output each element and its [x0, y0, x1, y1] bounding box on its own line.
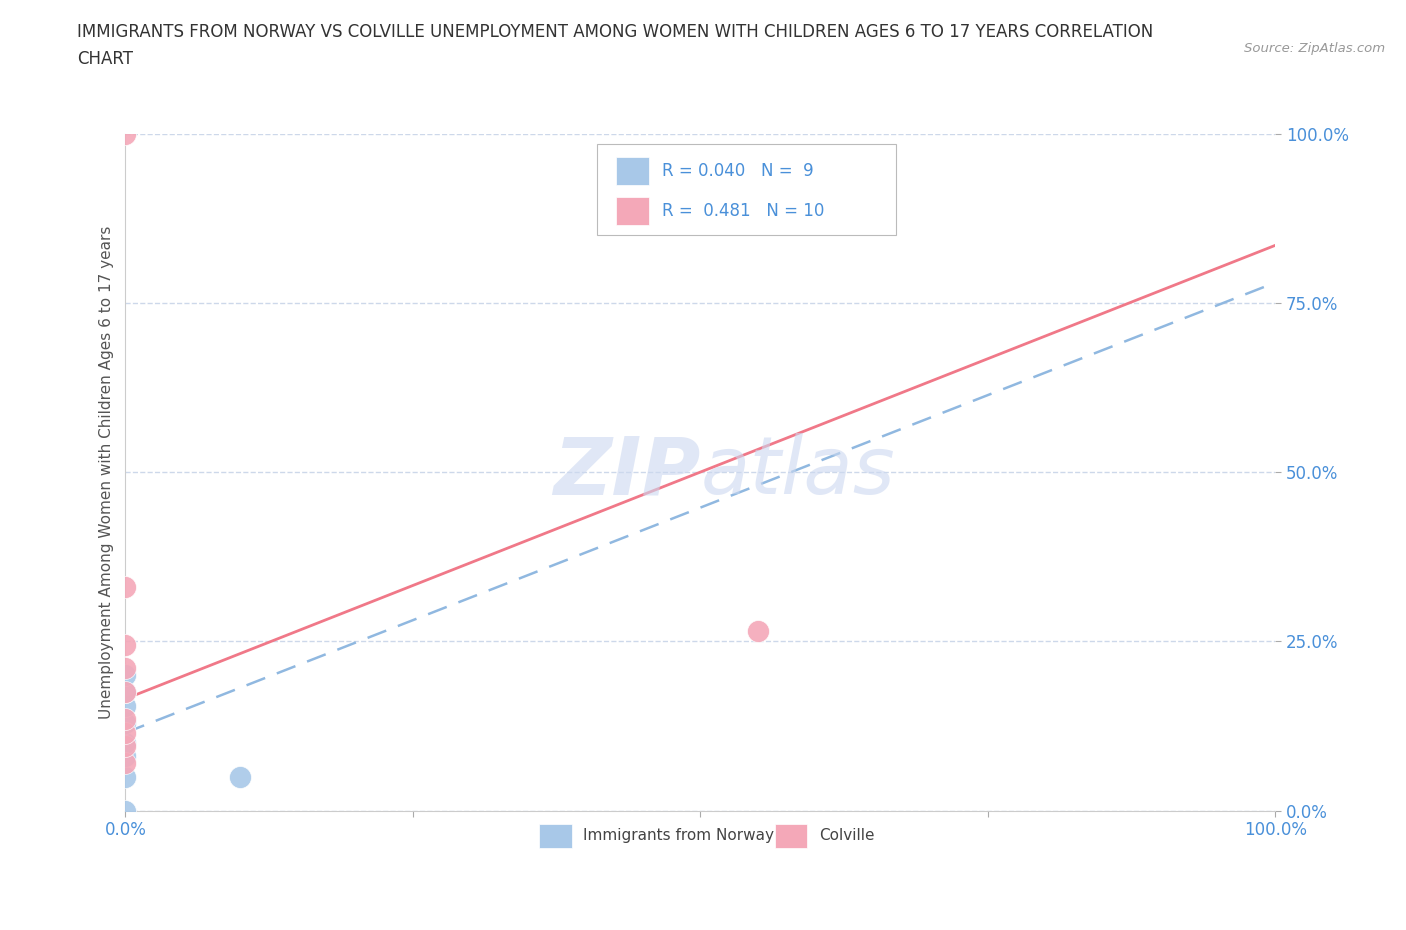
Point: [114, 736, 136, 751]
Point: [114, 711, 136, 726]
Text: IMMIGRANTS FROM NORWAY VS COLVILLE UNEMPLOYMENT AMONG WOMEN WITH CHILDREN AGES 6: IMMIGRANTS FROM NORWAY VS COLVILLE UNEMP…: [77, 23, 1153, 68]
Point: [114, 749, 136, 764]
Point: [114, 769, 136, 784]
Point: [229, 769, 252, 784]
Point: [114, 804, 136, 818]
Text: Source: ZipAtlas.com: Source: ZipAtlas.com: [1244, 42, 1385, 55]
Text: Immigrants from Norway: Immigrants from Norway: [583, 829, 775, 844]
Point: [114, 725, 136, 740]
Text: atlas: atlas: [700, 433, 896, 512]
Text: R =  0.481   N = 10: R = 0.481 N = 10: [662, 202, 825, 219]
Point: [114, 637, 136, 652]
Text: Colville: Colville: [818, 829, 875, 844]
Point: [114, 579, 136, 594]
Point: [114, 126, 136, 141]
Point: [114, 684, 136, 699]
Point: [114, 738, 136, 753]
Text: R = 0.040   N =  9: R = 0.040 N = 9: [662, 162, 814, 180]
Bar: [775, 824, 807, 848]
Point: [747, 624, 769, 639]
Point: [114, 756, 136, 771]
Bar: [616, 196, 648, 225]
Point: [114, 661, 136, 676]
Bar: [540, 824, 572, 848]
Text: ZIP: ZIP: [553, 433, 700, 512]
Point: [114, 715, 136, 730]
Point: [114, 684, 136, 699]
FancyBboxPatch shape: [598, 144, 896, 235]
Point: [114, 698, 136, 713]
Bar: [616, 157, 648, 185]
Y-axis label: Unemployment Among Women with Children Ages 6 to 17 years: Unemployment Among Women with Children A…: [100, 225, 114, 719]
Point: [114, 668, 136, 683]
